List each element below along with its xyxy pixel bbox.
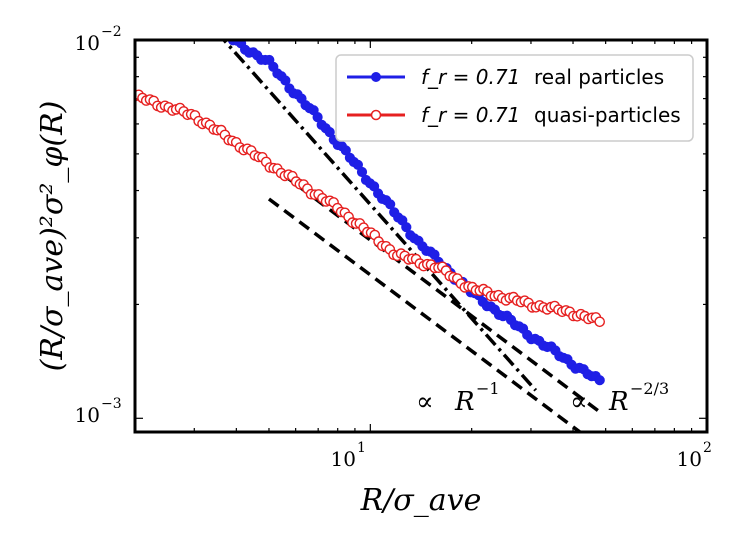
legend-marker-real (371, 72, 381, 82)
annotation-exponent: −1 (476, 379, 500, 398)
x-tick-base: 10 (677, 447, 702, 471)
data-point-real (220, 27, 229, 36)
data-point-real (312, 112, 323, 123)
legend-math-real: f_r = 0.71 (421, 65, 520, 89)
legend: f_r = 0.71 real particles f_r = 0.71 qua… (335, 54, 694, 142)
legend-entry-quasi: f_r = 0.71 quasi-particles (347, 103, 681, 127)
annotation-base: R (608, 387, 629, 417)
annotation-slope-minus-one: ∝ R −1 (416, 379, 500, 417)
legend-marker-quasi (370, 109, 382, 121)
x-tick-exp: 2 (703, 440, 712, 456)
annotation-prefix: ∝ (570, 387, 588, 417)
annotation-exponent: −2/3 (630, 379, 669, 398)
series-quasi (135, 89, 606, 328)
legend-box (335, 54, 694, 142)
y-axis-label: (R/σ_ave)²σ²_φ(R) (35, 101, 70, 372)
data-point-real (324, 127, 335, 138)
annotation-slope-two-thirds: ∝ R −2/3 (570, 379, 669, 417)
x-tick-label: 10 2 (677, 440, 712, 471)
legend-label-real: real particles (534, 65, 664, 89)
x-tick-base: 10 (331, 447, 356, 471)
data-point-real (401, 222, 412, 233)
legend-entry-real: f_r = 0.71 real particles (347, 65, 664, 89)
y-tick-exp: −3 (101, 396, 122, 412)
annotation-prefix: ∝ (416, 387, 434, 417)
legend-math-quasi: f_r = 0.71 (421, 103, 520, 127)
y-tick-base: 10 (75, 403, 100, 427)
data-point-quasi (594, 316, 606, 328)
legend-label-quasi: quasi-particles (534, 103, 681, 127)
series-layer (135, 27, 606, 386)
data-point-real (385, 199, 396, 210)
y-tick-base: 10 (75, 31, 100, 55)
x-axis-label: R/σ_ave (360, 483, 482, 518)
x-tick-exp: 1 (357, 440, 366, 456)
data-point-real (216, 27, 225, 36)
x-tick-label: 10 1 (331, 440, 366, 471)
plot-frame (133, 38, 709, 434)
reference-line-dashed-1 (267, 197, 583, 432)
data-point-real (356, 166, 368, 178)
data-point-real (594, 375, 605, 386)
y-tick-label: 10 −2 (75, 24, 122, 55)
y-tick-label: 10 −3 (75, 396, 122, 427)
y-tick-exp: −2 (101, 24, 122, 40)
reference-line-dashdot-0 (221, 40, 538, 392)
annotation-base: R (454, 387, 475, 417)
data-point-real (280, 75, 291, 86)
